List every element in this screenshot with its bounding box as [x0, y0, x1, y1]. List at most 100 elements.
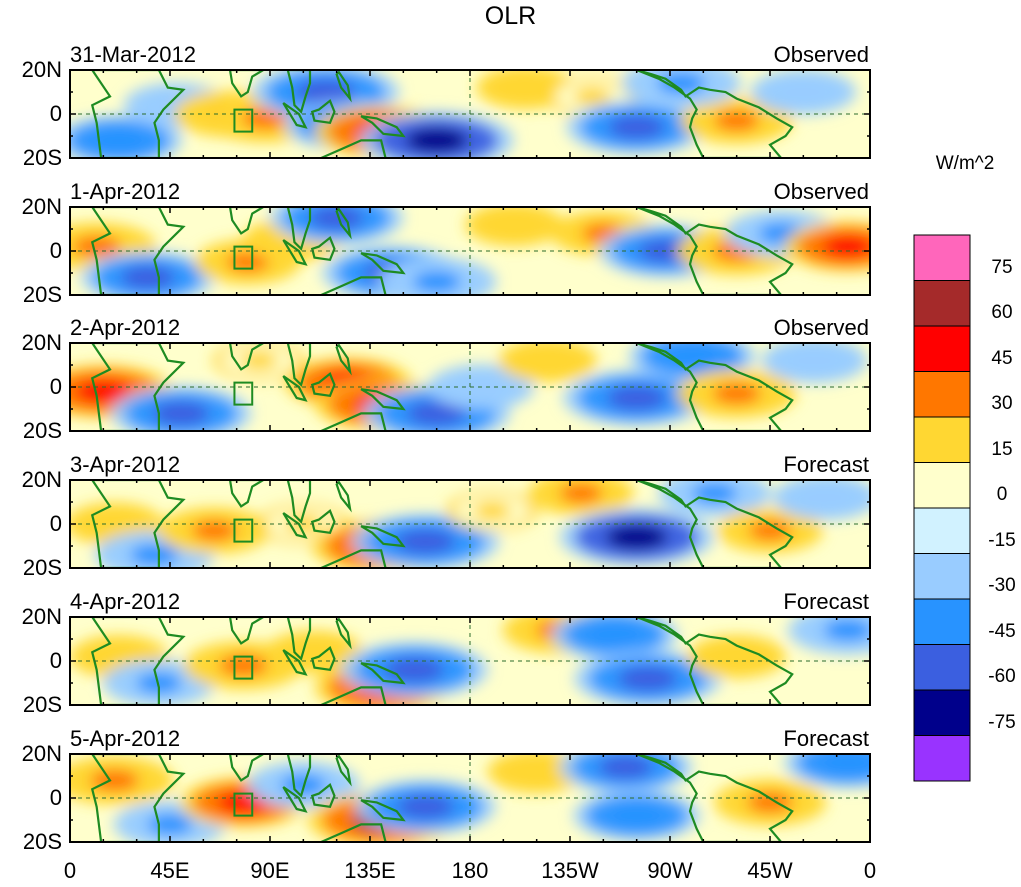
- panel-2-lat-label-20S: 20S: [22, 282, 62, 307]
- panel-3-coastline-3: [286, 343, 312, 387]
- panel-5-anomaly-core-10: [716, 646, 757, 667]
- lon-label-1: 45E: [150, 858, 190, 883]
- panel-4-status-label: Forecast: [783, 452, 869, 477]
- panel-5-anomaly-core-6: [384, 657, 444, 683]
- panel-1-target-box: [233, 108, 254, 133]
- panel-3-anomaly-core-8: [527, 350, 568, 371]
- panel-2-coastline-9: [636, 207, 794, 295]
- colorbar-box-12: [913, 735, 971, 782]
- panel-2-coastline-6: [360, 252, 406, 275]
- panel-4-lat-label-20N: 20N: [21, 467, 62, 492]
- panel-2-anomaly-core-7: [412, 271, 461, 293]
- lon-label-0: 0: [63, 858, 77, 883]
- colorbar-label-0: 0: [996, 484, 1008, 505]
- panel-2-anomaly-core-13: [822, 235, 870, 258]
- panel-2-lat-label-20N: 20N: [21, 194, 62, 219]
- colorbar-label-30: 30: [991, 393, 1013, 414]
- panel-5-target-box: [233, 655, 254, 680]
- panel-5-date: 4-Apr-2012: [70, 589, 181, 614]
- colorbar-box-3: [913, 325, 971, 372]
- panel-1-anomaly-core-10: [573, 87, 611, 106]
- colorbar-box-7: [913, 507, 971, 554]
- panel-1-coastline-3: [286, 70, 312, 114]
- panel-6-coastline-2: [228, 754, 266, 782]
- panel-6-anomaly-core-2: [147, 814, 193, 835]
- panel-4-anomaly-core-7: [473, 501, 511, 521]
- colorbar-box-4: [913, 371, 971, 418]
- panel-1-lat-label-0: 0: [49, 101, 62, 126]
- panel-1-anomaly-core-13: [782, 81, 825, 103]
- panel-1-anomaly-core-1: [93, 129, 145, 152]
- colorbar-box-11: [913, 689, 971, 736]
- colorbar-box-1: [913, 234, 971, 281]
- lon-label-6: 90W: [647, 858, 693, 883]
- panel-1-coastline-1: [90, 70, 186, 158]
- panel-6-coastline-9: [636, 754, 794, 842]
- panel-6-coastline-6: [360, 799, 406, 822]
- panel-3-anomaly-core-6: [407, 401, 467, 426]
- panel-3-coastline-2: [228, 343, 266, 371]
- panel-4-coastline-6: [360, 525, 406, 548]
- panel-2-coastline-2: [228, 207, 266, 235]
- panel-4-anomaly-core-2: [130, 544, 179, 566]
- panel-5-anomaly-core-11: [823, 619, 870, 641]
- panel-1-anomaly-core-12: [714, 110, 760, 131]
- panel-2-anomaly-core-2: [121, 265, 175, 289]
- panel-6-anomaly-core-7: [516, 761, 557, 782]
- panel-1-coastline-6: [360, 115, 406, 138]
- colorbar-label--60: -60: [988, 666, 1016, 687]
- panel-2-anomaly-core-1: [72, 235, 121, 258]
- panel-4-anomaly-core-8: [559, 483, 603, 504]
- panel-3-anomaly-core-2: [152, 401, 210, 426]
- panel-5-coastline-7: [319, 686, 387, 705]
- panel-4-coastline-5: [310, 509, 336, 535]
- panel-3-coastline-8: [335, 343, 352, 376]
- panel-1-lat-label-20N: 20N: [21, 57, 62, 82]
- panel-2-target-box: [233, 245, 254, 270]
- colorbar-box-8: [913, 553, 971, 600]
- lon-label-3: 135E: [344, 858, 396, 883]
- colorbar-box-2: [913, 280, 971, 327]
- panel-3-coastline-5: [310, 372, 336, 398]
- panel-6-coastline-1: [90, 754, 186, 842]
- panel-2-status-label: Observed: [773, 179, 869, 204]
- panel-1-coastline-5: [310, 99, 336, 125]
- panel-4-coastline-4: [282, 512, 308, 539]
- panel-5-lat-label-20S: 20S: [22, 692, 62, 717]
- panel-3-date: 2-Apr-2012: [70, 315, 181, 340]
- panel-2-coastline-1: [90, 207, 186, 295]
- panel-5-coastline-4: [282, 649, 308, 676]
- panel-3-anomaly-core-1: [75, 379, 132, 404]
- panel-4-coastline-2: [228, 480, 266, 508]
- panel-6-coastline-3: [286, 754, 312, 798]
- panel-1-coastline-4: [282, 102, 308, 129]
- panel-3-anomaly-core-9: [607, 385, 667, 411]
- panel-3-coastline-6: [360, 388, 406, 411]
- panel-4-coastline-9: [636, 480, 794, 568]
- panel-6-lat-label-20S: 20S: [22, 829, 62, 854]
- panel-6-target-box: [233, 792, 254, 817]
- panel-2: [70, 207, 870, 295]
- panel-4: [70, 480, 870, 568]
- panel-4-anomaly-core-11: [748, 520, 792, 541]
- lon-label-5: 135W: [541, 858, 599, 883]
- panel-6-anomaly-core-6: [397, 794, 454, 819]
- lon-label-7: 45W: [747, 858, 793, 883]
- panel-2-lat-label-0: 0: [49, 238, 62, 263]
- panel-2-anomaly-field: [70, 207, 870, 295]
- panel-4-anomaly-core-3: [191, 520, 238, 541]
- panel-6-date: 5-Apr-2012: [70, 726, 181, 751]
- colorbar-label--15: -15: [988, 529, 1016, 551]
- panel-1-lat-label-20S: 20S: [22, 145, 62, 170]
- panel-6-lat-label-20N: 20N: [21, 741, 62, 766]
- panel-4-coastline-3: [286, 480, 312, 524]
- panel-1-anomaly-core-9: [505, 77, 546, 98]
- panel-3-status-label: Observed: [773, 315, 869, 340]
- panel-5-coastline-2: [228, 617, 266, 645]
- lon-label-8: 0: [863, 858, 877, 883]
- panel-2-date: 1-Apr-2012: [70, 179, 181, 204]
- panel-5-status-label: Forecast: [783, 589, 869, 614]
- panel-3-coastline-7: [319, 412, 387, 431]
